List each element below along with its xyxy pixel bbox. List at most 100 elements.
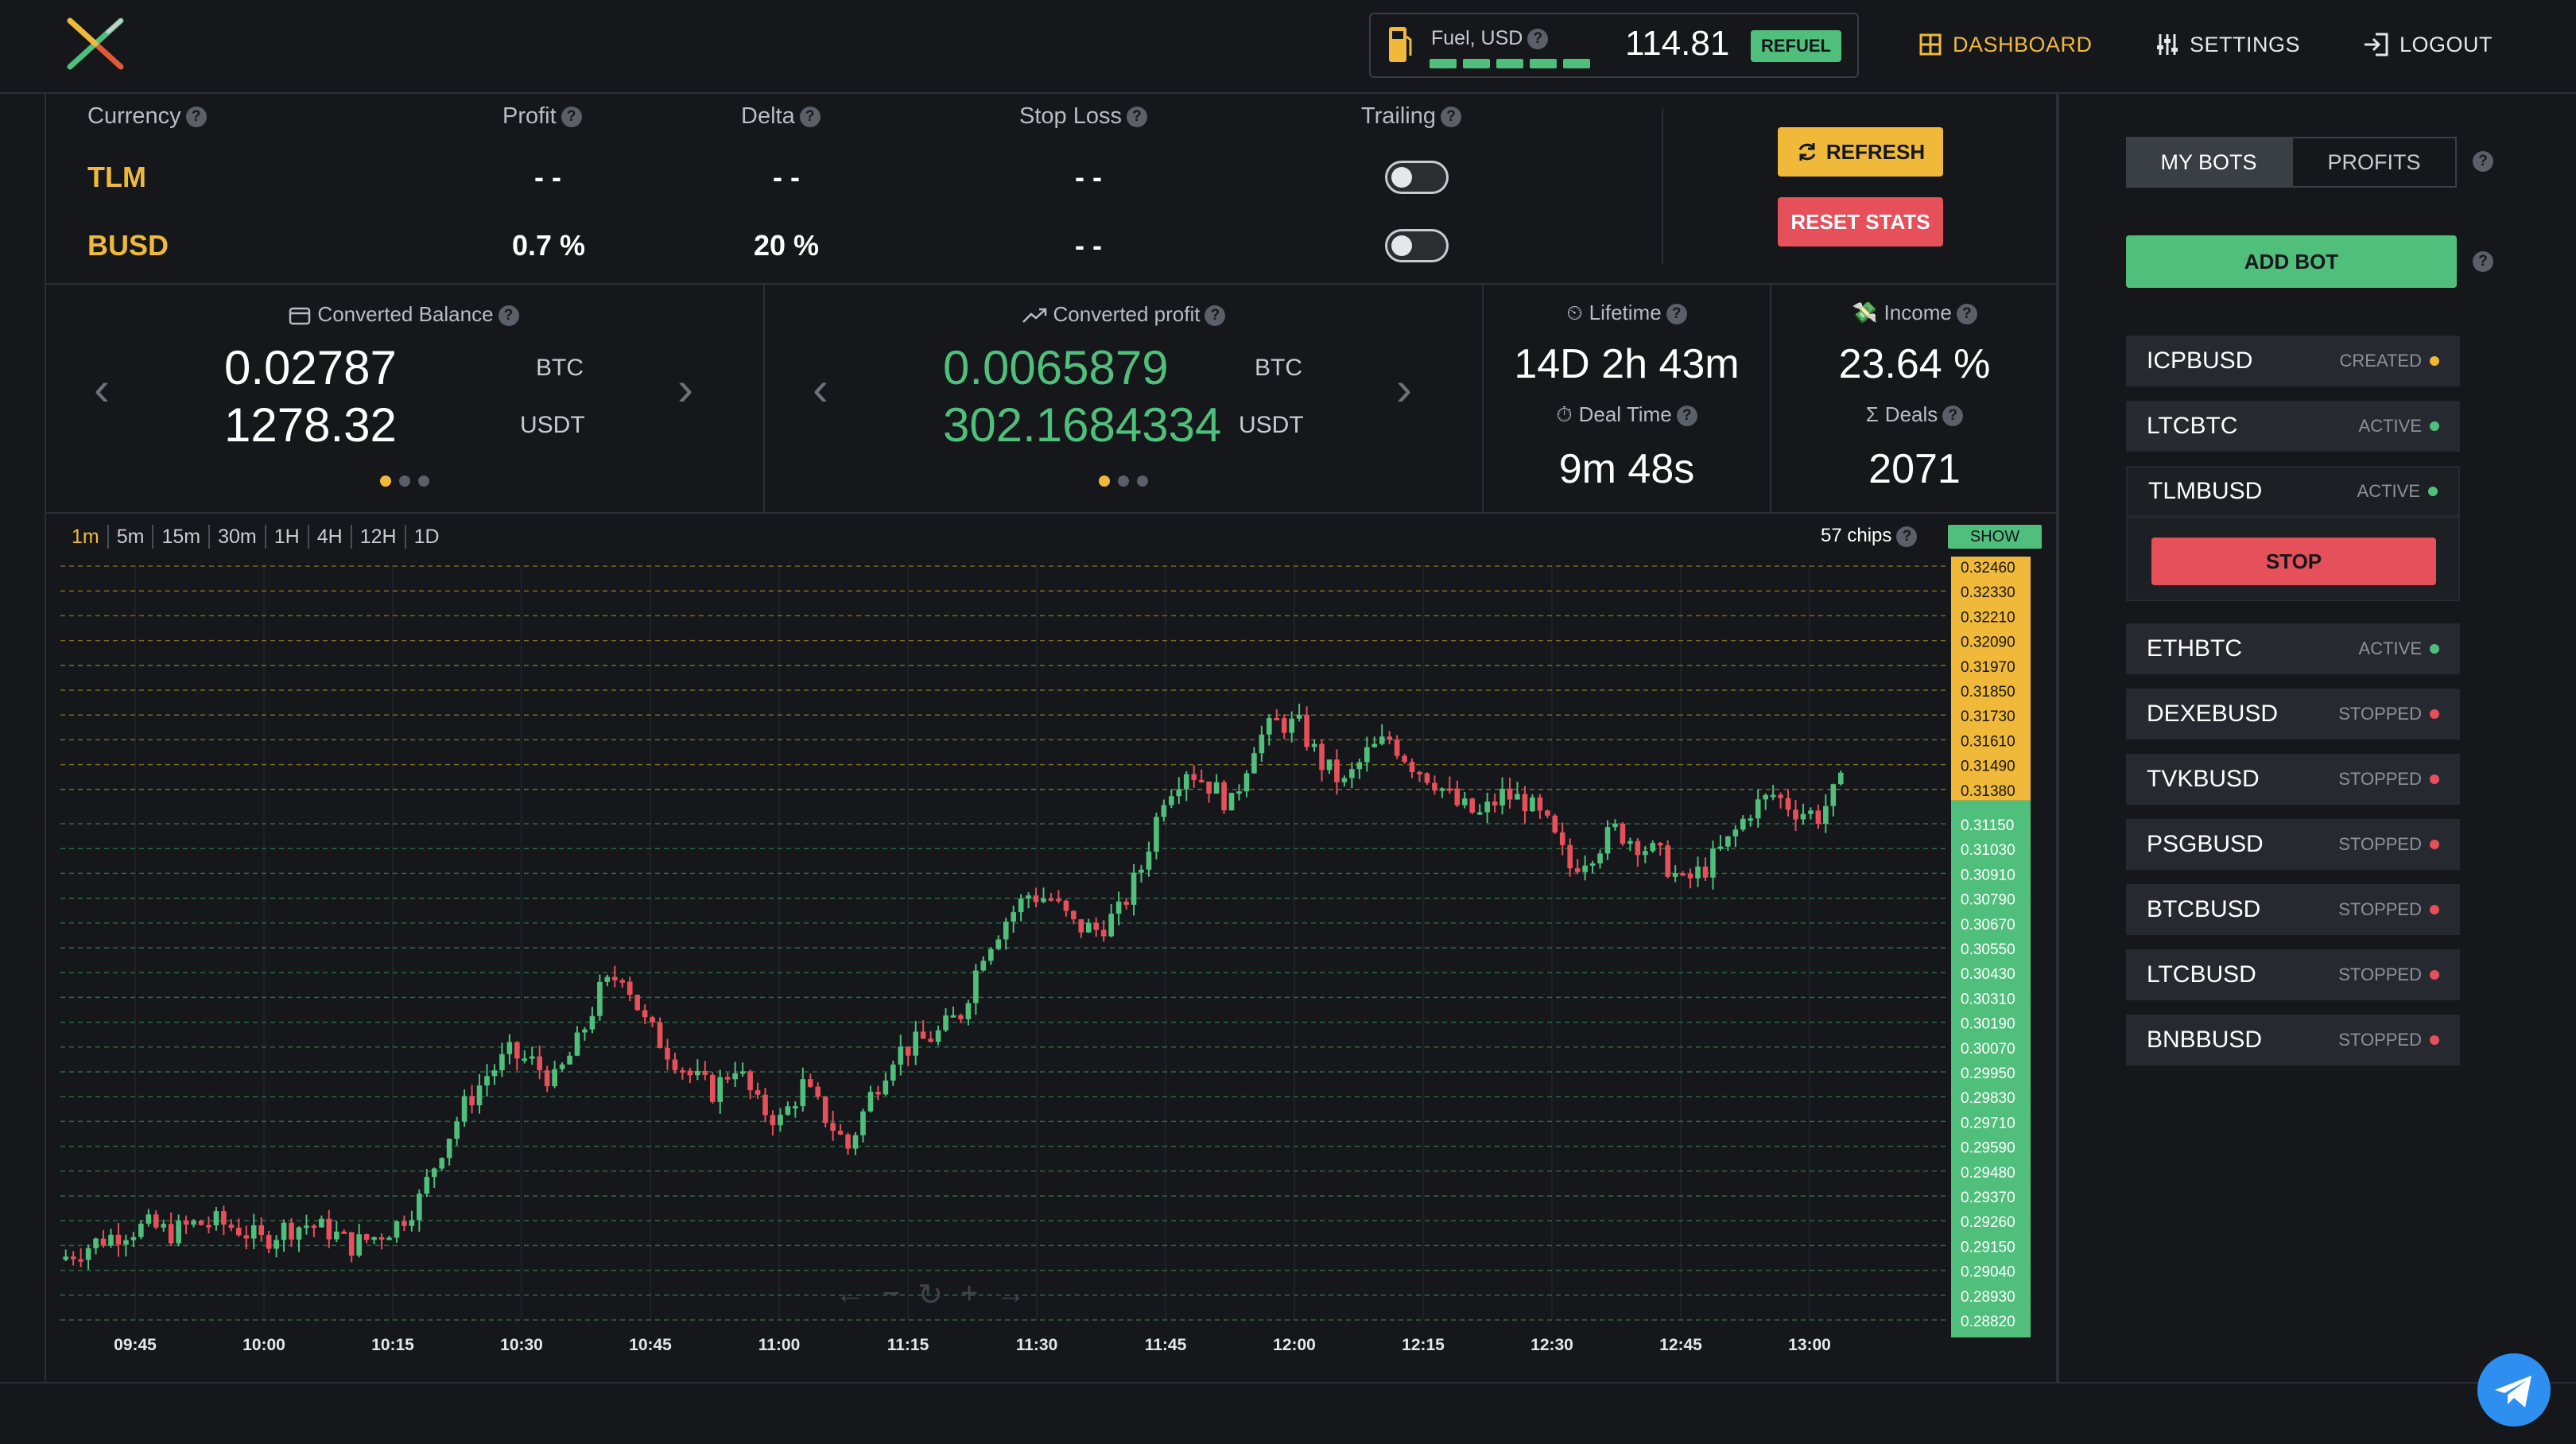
candle-body xyxy=(1545,810,1550,816)
price-chart[interactable]: 0.32460 0.32330 0.32210 0.32090 0.31970 0.318… xyxy=(56,557,2043,1360)
show-chips-button[interactable]: SHOW xyxy=(1948,525,2042,549)
nav-settings[interactable]: SETTINGS xyxy=(2156,29,2300,60)
candle-body xyxy=(845,1134,851,1149)
pan-right-icon[interactable]: → xyxy=(995,1277,1026,1310)
bot-item-btcbusd[interactable]: BTCBUSD STOPPED xyxy=(2126,884,2460,935)
candle-body xyxy=(800,1079,806,1107)
bot-item-icpbusd[interactable]: ICPBUSD CREATED xyxy=(2126,336,2460,386)
telegram-button[interactable] xyxy=(2477,1353,2551,1427)
bot-item-ltcbusd[interactable]: LTCBUSD STOPPED xyxy=(2126,949,2460,1000)
help-icon[interactable]: ? xyxy=(799,107,821,128)
candle-body xyxy=(522,1058,528,1062)
y-tick-label: 0.30430 xyxy=(1961,966,2015,983)
candle-body xyxy=(920,1031,926,1039)
candle-body xyxy=(1537,797,1543,811)
help-icon[interactable]: ? xyxy=(2473,251,2493,272)
trailing-toggle-tlm[interactable] xyxy=(1385,161,1449,194)
y-tick-label: 0.30070 xyxy=(1961,1041,2015,1058)
candle-body xyxy=(1402,755,1407,763)
candle-body xyxy=(1041,898,1046,902)
logo[interactable] xyxy=(64,16,127,72)
carousel-dots[interactable] xyxy=(380,476,429,487)
help-icon[interactable]: ? xyxy=(1527,29,1549,50)
reset-stats-button[interactable]: RESET STATS xyxy=(1778,197,1943,246)
candle-body xyxy=(793,1106,798,1109)
help-icon[interactable]: ? xyxy=(1942,406,1964,427)
divider xyxy=(1662,108,1663,264)
timeframe-4h[interactable]: 4H xyxy=(309,525,352,549)
bot-status: STOPPED xyxy=(2338,834,2439,855)
bot-item-tlmbusd[interactable]: TLMBUSD ACTIVE xyxy=(2126,466,2460,517)
timeframe-1h[interactable]: 1H xyxy=(266,525,309,549)
candle-body xyxy=(130,1236,137,1240)
help-icon[interactable]: ? xyxy=(1956,304,1977,325)
nav-dashboard[interactable]: DASHBOARD xyxy=(1919,29,2093,60)
bot-name: BTCBUSD xyxy=(2147,896,2261,922)
timeframe-12h[interactable]: 12H xyxy=(352,525,406,549)
bot-item-ltcbtc[interactable]: LTCBTC ACTIVE xyxy=(2126,401,2460,452)
next-arrow-icon[interactable]: › xyxy=(1396,362,1412,415)
timeframe-1d[interactable]: 1D xyxy=(413,526,440,548)
refuel-button[interactable]: REFUEL xyxy=(1751,30,1841,62)
timeframe-5m[interactable]: 5m xyxy=(109,525,154,549)
candle-body xyxy=(1808,810,1814,814)
bot-status: ACTIVE xyxy=(2359,416,2439,437)
carousel-dots[interactable] xyxy=(1099,476,1148,487)
y-tick-label: 0.31970 xyxy=(1961,659,2015,676)
nav-logout[interactable]: LOGOUT xyxy=(2363,29,2493,60)
help-icon[interactable]: ? xyxy=(561,107,582,128)
candle-body xyxy=(499,1054,505,1070)
zoom-in-icon[interactable]: + xyxy=(960,1277,979,1310)
stop-bot-button[interactable]: STOP xyxy=(2151,538,2436,585)
y-tick-label: 0.31380 xyxy=(1961,783,2015,800)
x-tick-label: 12:00 xyxy=(1273,1336,1316,1354)
candle-body xyxy=(183,1220,189,1225)
bot-item-dexebusd[interactable]: DEXEBUSD STOPPED xyxy=(2126,689,2460,739)
zoom-out-icon[interactable]: − xyxy=(883,1277,901,1310)
next-arrow-icon[interactable]: › xyxy=(677,362,693,415)
bot-item-ethbtc[interactable]: ETHBTC ACTIVE xyxy=(2126,623,2460,674)
tab-profits[interactable]: PROFITS xyxy=(2291,137,2457,188)
candle-body xyxy=(574,1032,580,1056)
tab-my-bots[interactable]: MY BOTS xyxy=(2126,137,2291,188)
candle-body xyxy=(1650,843,1656,852)
candle-body xyxy=(506,1042,513,1054)
timeframe-15m[interactable]: 15m xyxy=(153,525,211,549)
help-icon[interactable]: ? xyxy=(1441,107,1462,128)
income-value: 23.64 % xyxy=(1838,341,1991,387)
candle-body xyxy=(1311,743,1317,747)
y-tick-label: 0.28930 xyxy=(1961,1289,2015,1306)
status-dot-icon xyxy=(2428,487,2438,496)
prev-arrow-icon[interactable]: ‹ xyxy=(94,362,110,415)
pan-left-icon[interactable]: ← xyxy=(835,1277,865,1310)
timeframe-1m[interactable]: 1m xyxy=(64,525,109,549)
help-icon[interactable]: ? xyxy=(185,107,207,128)
cards-panel xyxy=(45,283,2059,514)
y-tick-label: 0.31490 xyxy=(1961,759,2015,775)
candle-body xyxy=(552,1069,557,1087)
help-icon[interactable]: ? xyxy=(1126,107,1147,128)
y-tick-label: 0.31610 xyxy=(1961,733,2015,750)
candle-body xyxy=(687,1070,693,1076)
bot-item-tvkbusd[interactable]: TVKBUSD STOPPED xyxy=(2126,754,2460,805)
help-icon[interactable]: ? xyxy=(2473,151,2493,172)
trailing-toggle-busd[interactable] xyxy=(1385,229,1449,262)
timeframe-30m[interactable]: 30m xyxy=(210,525,266,549)
reset-zoom-icon[interactable]: ↻ xyxy=(918,1279,944,1312)
prev-arrow-icon[interactable]: ‹ xyxy=(813,362,828,415)
candle-body xyxy=(529,1056,535,1059)
add-bot-button[interactable]: ADD BOT xyxy=(2126,235,2457,288)
refresh-button[interactable]: REFRESH xyxy=(1778,127,1943,177)
help-icon[interactable]: ? xyxy=(1666,304,1687,325)
candle-body xyxy=(1657,843,1663,846)
col-delta: Delta? xyxy=(741,103,821,130)
bot-item-bnbbusd[interactable]: BNBBUSD STOPPED xyxy=(2126,1015,2460,1066)
help-icon[interactable]: ? xyxy=(498,305,519,327)
candle-body xyxy=(702,1070,708,1075)
bot-item-psgbusd[interactable]: PSGBUSD STOPPED xyxy=(2126,819,2460,870)
y-tick-label: 0.29590 xyxy=(1961,1140,2015,1157)
help-icon[interactable]: ? xyxy=(1676,406,1697,427)
candle-body xyxy=(198,1221,204,1225)
help-icon[interactable]: ? xyxy=(1205,305,1226,327)
help-icon[interactable]: ? xyxy=(1896,526,1918,547)
